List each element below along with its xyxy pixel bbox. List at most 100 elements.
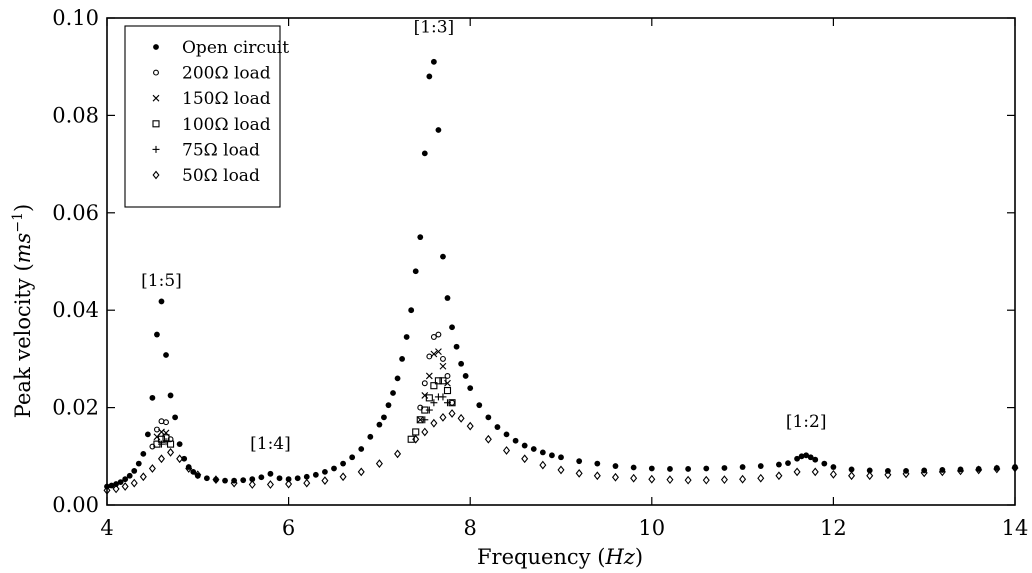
- series-1-point: [430, 334, 437, 340]
- series-0-point: [549, 452, 555, 459]
- series-0-point: [467, 385, 474, 392]
- series-0-point: [181, 455, 188, 462]
- series-5-point: [902, 469, 910, 479]
- series-5-point: [702, 475, 710, 485]
- series-5-point: [920, 468, 928, 478]
- series-5-point: [212, 475, 220, 485]
- series-5-point: [230, 478, 238, 488]
- series-5-point: [648, 474, 656, 484]
- series-2-point: [416, 416, 424, 424]
- series-1-point: [421, 380, 428, 387]
- legend-marker: [152, 145, 160, 153]
- x-tick-label: 4: [100, 516, 113, 540]
- series-0-point: [131, 468, 138, 474]
- series-5-point: [848, 471, 856, 481]
- series-0-point: [163, 352, 169, 358]
- series-5-point: [666, 475, 674, 485]
- series-5-point: [375, 459, 383, 468]
- series-0-point: [426, 73, 433, 80]
- series-5-point: [484, 434, 492, 444]
- legend-marker: [152, 120, 160, 128]
- series-5-point: [866, 471, 874, 481]
- series-0-point: [331, 465, 337, 472]
- series-5-point: [775, 471, 783, 481]
- series-0-point: [258, 474, 265, 481]
- series-5-point: [321, 476, 329, 486]
- series-0-point: [494, 424, 501, 430]
- series-0-point: [521, 442, 528, 449]
- series-0-point: [830, 464, 837, 470]
- series-5-point: [448, 409, 456, 418]
- series-0-point: [385, 402, 392, 409]
- legend-box: [124, 25, 281, 208]
- series-5-point: [811, 467, 819, 477]
- series-0-point: [576, 458, 583, 465]
- series-0-point: [276, 475, 283, 482]
- series-0-point: [503, 431, 510, 438]
- series-0-point: [222, 477, 228, 484]
- plot-layer: [103, 58, 1019, 495]
- series-3-point: [430, 382, 438, 390]
- series-5-point: [521, 454, 529, 464]
- series-0-point: [939, 467, 946, 473]
- series-0-point: [185, 464, 192, 470]
- series-5-point: [176, 454, 184, 464]
- series-0-point: [440, 253, 446, 260]
- y-axis-title: Peak velocity (ms−1): [10, 204, 35, 418]
- series-5-point: [757, 473, 765, 483]
- series-5-point: [720, 475, 728, 485]
- series-5-point: [139, 472, 147, 482]
- x-tick-label: 8: [464, 516, 477, 540]
- legend-marker: [153, 69, 159, 76]
- series-5-point: [611, 472, 619, 482]
- series-0-point: [685, 466, 692, 472]
- series-0-point: [803, 452, 810, 459]
- series-0-point: [421, 150, 428, 157]
- axes-frame: [106, 17, 1016, 506]
- series-5-point: [957, 466, 965, 476]
- series-5-point: [439, 412, 447, 422]
- series-0-point: [485, 414, 492, 421]
- series-1-point: [417, 404, 424, 411]
- series-5-point: [457, 413, 465, 423]
- series-5-point: [575, 468, 583, 478]
- series-0-point: [394, 375, 401, 382]
- series-0-point: [113, 481, 119, 487]
- x-tick-label: 10: [638, 516, 665, 540]
- series-0-point: [294, 475, 301, 482]
- legend: Open circuit 200Ω load 150Ω load 100Ω load 7…: [124, 25, 289, 208]
- series-0-point: [190, 468, 197, 475]
- resonance-label: [1:2]: [786, 412, 827, 432]
- tick-marks: [106, 17, 1016, 506]
- y-tick-label: 0.08: [52, 103, 99, 127]
- series-5-point: [266, 480, 274, 489]
- series-5-point: [112, 484, 120, 494]
- series-0-point: [167, 392, 174, 399]
- series-0-point: [812, 456, 819, 463]
- series-0-point: [821, 460, 828, 467]
- series-5-point: [593, 471, 601, 481]
- series-0-point: [203, 475, 210, 482]
- series-4-point: [162, 438, 170, 446]
- series-2-point: [439, 362, 447, 370]
- series-5-point: [194, 470, 202, 480]
- series-0-point: [381, 414, 387, 421]
- series-3-point: [443, 387, 452, 395]
- series-0-point: [417, 234, 424, 241]
- series-4-point: [421, 416, 429, 424]
- series-1-point: [149, 443, 156, 450]
- series-0-point: [476, 402, 483, 409]
- series-0-point: [376, 421, 383, 428]
- series-3-point: [439, 377, 447, 385]
- series-0-point: [630, 464, 637, 471]
- legend-marker: [152, 94, 160, 102]
- series-0-point: [794, 455, 800, 462]
- x-tick-label: 6: [282, 516, 295, 540]
- series-5-point: [339, 472, 347, 482]
- series-3-point: [412, 428, 420, 436]
- series-4-point: [444, 399, 451, 407]
- legend-entry: 75Ω load: [182, 140, 260, 160]
- series-0-point: [172, 414, 179, 421]
- series-5-point: [130, 478, 138, 488]
- series-0-point: [512, 437, 519, 444]
